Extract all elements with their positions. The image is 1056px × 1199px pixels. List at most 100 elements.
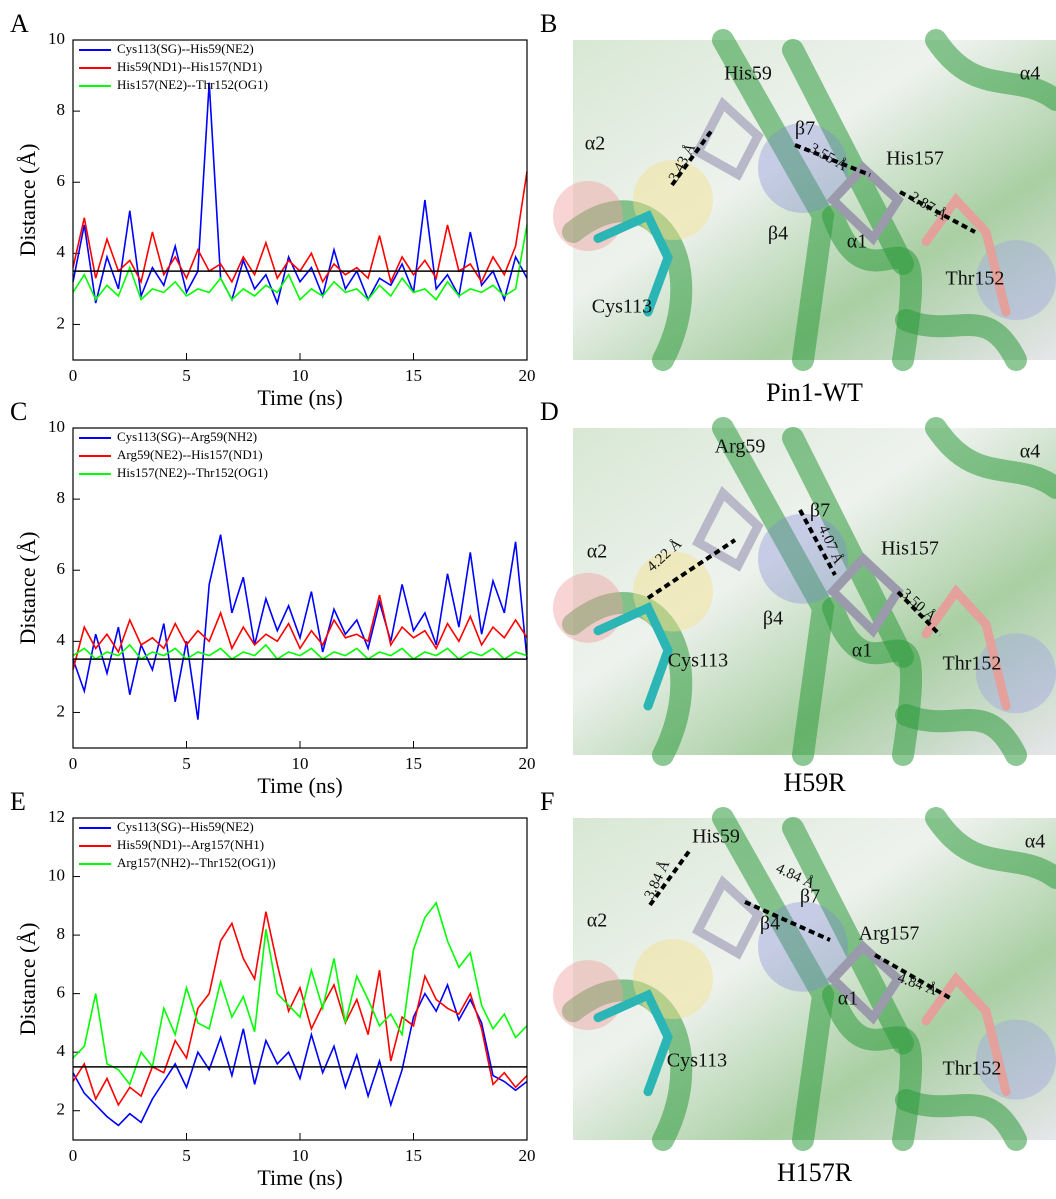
x-tick-label: 10 (292, 754, 309, 773)
structure-caption: Pin1-WT (766, 378, 863, 407)
distance-line (646, 538, 737, 600)
ribbon (895, 704, 1027, 766)
y-tick-label: 10 (48, 29, 65, 48)
y-tick-label: 2 (57, 313, 66, 332)
y-axis-label: Distance (Å) (15, 143, 40, 256)
distance-line (670, 128, 714, 187)
distance-line (794, 143, 871, 177)
residue-label: α4 (1020, 63, 1040, 85)
residue-label: Thr152 (943, 1058, 1002, 1080)
series-line (72, 534, 528, 720)
y-tick-label: 6 (57, 983, 66, 1002)
y-tick-label: 12 (48, 807, 65, 826)
plot-frame (72, 817, 528, 1141)
x-axis-label: Time (ns) (257, 773, 342, 798)
residue-label: β7 (810, 500, 830, 522)
residue-stick (692, 486, 764, 572)
residue-label: Thr152 (946, 268, 1005, 290)
ribbon (895, 1089, 1027, 1151)
residue-label: α2 (587, 910, 607, 932)
x-tick-label: 15 (405, 366, 422, 385)
panel-label: A (10, 9, 29, 38)
ribbon (895, 309, 1027, 371)
legend-label: Arg157(NH2)--Thr152(OG1)) (117, 855, 276, 870)
y-tick-label: 4 (57, 1041, 66, 1060)
series-line (72, 171, 528, 285)
legend-label: His59(ND1)--His157(ND1) (117, 59, 262, 74)
y-tick-label: 6 (57, 171, 66, 190)
residue-label: β7 (795, 118, 815, 140)
x-tick-label: 0 (69, 366, 78, 385)
surface-patch (758, 513, 848, 604)
residue-stick (921, 192, 1011, 317)
series-line (72, 594, 528, 671)
legend-label: His157(NE2)--Thr152(OG1) (117, 77, 268, 92)
x-tick-label: 0 (69, 1146, 78, 1165)
residue-label: His59 (692, 826, 740, 848)
ribbon (562, 979, 693, 1151)
surface-patch (553, 572, 623, 643)
x-tick-label: 0 (69, 754, 78, 773)
y-tick-label: 8 (57, 488, 66, 507)
legend-label: His157(NE2)--Thr152(OG1) (117, 465, 268, 480)
x-tick-label: 20 (519, 754, 536, 773)
residue-label: His59 (724, 63, 772, 85)
distance-line (874, 953, 951, 1000)
series-line (72, 982, 528, 1127)
plot-frame (72, 427, 528, 749)
surface-patch (758, 901, 848, 992)
y-tick-label: 8 (57, 100, 66, 119)
surface-patch (553, 181, 623, 251)
residue-label: His157 (886, 148, 944, 170)
structure-caption: H157R (777, 1158, 853, 1187)
ribbon (562, 592, 693, 766)
legend-label: Cys113(SG)--Arg59(NH2) (117, 429, 257, 444)
ribbon (822, 205, 923, 371)
residue-label: Cys113 (667, 1050, 727, 1072)
residue-label: α1 (838, 988, 858, 1010)
y-axis-label: Distance (Å) (15, 922, 40, 1035)
y-axis-label: Distance (Å) (15, 531, 40, 644)
residue-label: Thr152 (943, 653, 1002, 675)
series-line (72, 643, 528, 661)
ribbon (822, 596, 923, 766)
legend-label: Arg59(NE2)--His157(ND1) (117, 447, 263, 462)
ribbon (562, 200, 693, 371)
series-line (72, 224, 528, 302)
distance-line (899, 190, 976, 234)
structure-caption: H59R (783, 768, 846, 797)
series-line (72, 901, 528, 1087)
residue-label: Arg157 (859, 923, 920, 945)
series-line (72, 82, 528, 306)
residue-stick (593, 601, 673, 711)
residue-stick (826, 161, 904, 246)
distance-line (744, 900, 831, 942)
x-tick-label: 15 (405, 1146, 422, 1165)
residue-label: β7 (800, 886, 820, 908)
legend-label: Cys113(SG)--His59(NE2) (117, 819, 254, 834)
ribbon (822, 984, 923, 1151)
residue-stick (692, 875, 764, 960)
residue-stick (826, 552, 904, 638)
series-line (72, 911, 528, 1107)
residue-label: Arg59 (715, 436, 766, 458)
residue-label: β4 (760, 913, 780, 935)
y-tick-label: 8 (57, 924, 66, 943)
surface-patch (553, 960, 623, 1031)
residue-stick (691, 96, 764, 181)
x-tick-label: 20 (519, 1146, 536, 1165)
plot-frame (72, 39, 528, 361)
distance-line (648, 848, 692, 907)
panel-label: C (10, 397, 27, 426)
y-tick-label: 2 (57, 701, 66, 720)
panel-label: E (10, 787, 26, 816)
y-tick-label: 10 (48, 417, 65, 436)
legend-label: Cys113(SG)--His59(NE2) (117, 41, 254, 56)
x-axis-label: Time (ns) (257, 1165, 342, 1190)
residue-label: α1 (847, 231, 867, 253)
residue-stick (826, 940, 904, 1025)
panel-label: B (540, 9, 557, 38)
residue-label: Cys113 (592, 296, 652, 318)
x-tick-label: 5 (182, 754, 191, 773)
